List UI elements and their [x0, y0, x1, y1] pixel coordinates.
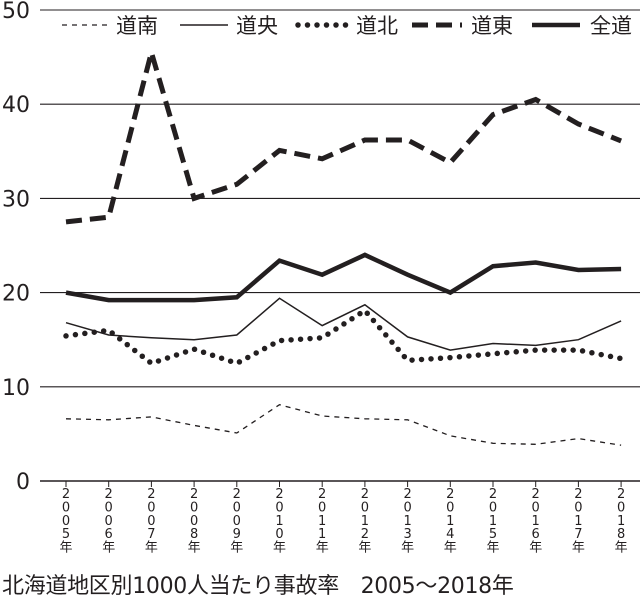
series-line-道央 [65, 297, 622, 351]
y-tick-label: 40 [2, 93, 30, 118]
grid-lines [40, 9, 640, 482]
series-line-道南 [65, 403, 622, 446]
y-tick-label: 30 [2, 187, 30, 212]
legend: 道南 道央 道北 道東 全道 [62, 14, 632, 38]
series-lines [63, 42, 624, 446]
y-axis-ticks: 0 10 20 30 40 50 [2, 0, 30, 495]
series-line-道北 [63, 306, 624, 367]
y-tick-label: 20 [2, 282, 30, 307]
x-axis-ticks: 2 0 0 5 年 2 0 0 6 年 2 0 0 7 年 2 0 0 8 年 2 0 0 9 年 2 0 1 0 年 2 0 1 1 年 2 0 1 2 年… [59, 481, 628, 556]
legend-label-道南: 道南 [116, 14, 158, 38]
y-tick-label: 10 [2, 376, 30, 401]
legend-label-全道: 全道 [590, 14, 632, 38]
legend-label-道東: 道東 [471, 14, 513, 38]
legend-label-道央: 道央 [236, 14, 278, 38]
series-line-道東 [65, 42, 623, 225]
series-line-全道 [65, 252, 622, 303]
y-tick-label: 0 [16, 470, 30, 495]
y-tick-label: 50 [2, 0, 30, 24]
legend-label-道北: 道北 [356, 14, 398, 38]
chart-title: 北海道地区別1000人当たり事故率 2005〜2018年 [2, 574, 514, 599]
